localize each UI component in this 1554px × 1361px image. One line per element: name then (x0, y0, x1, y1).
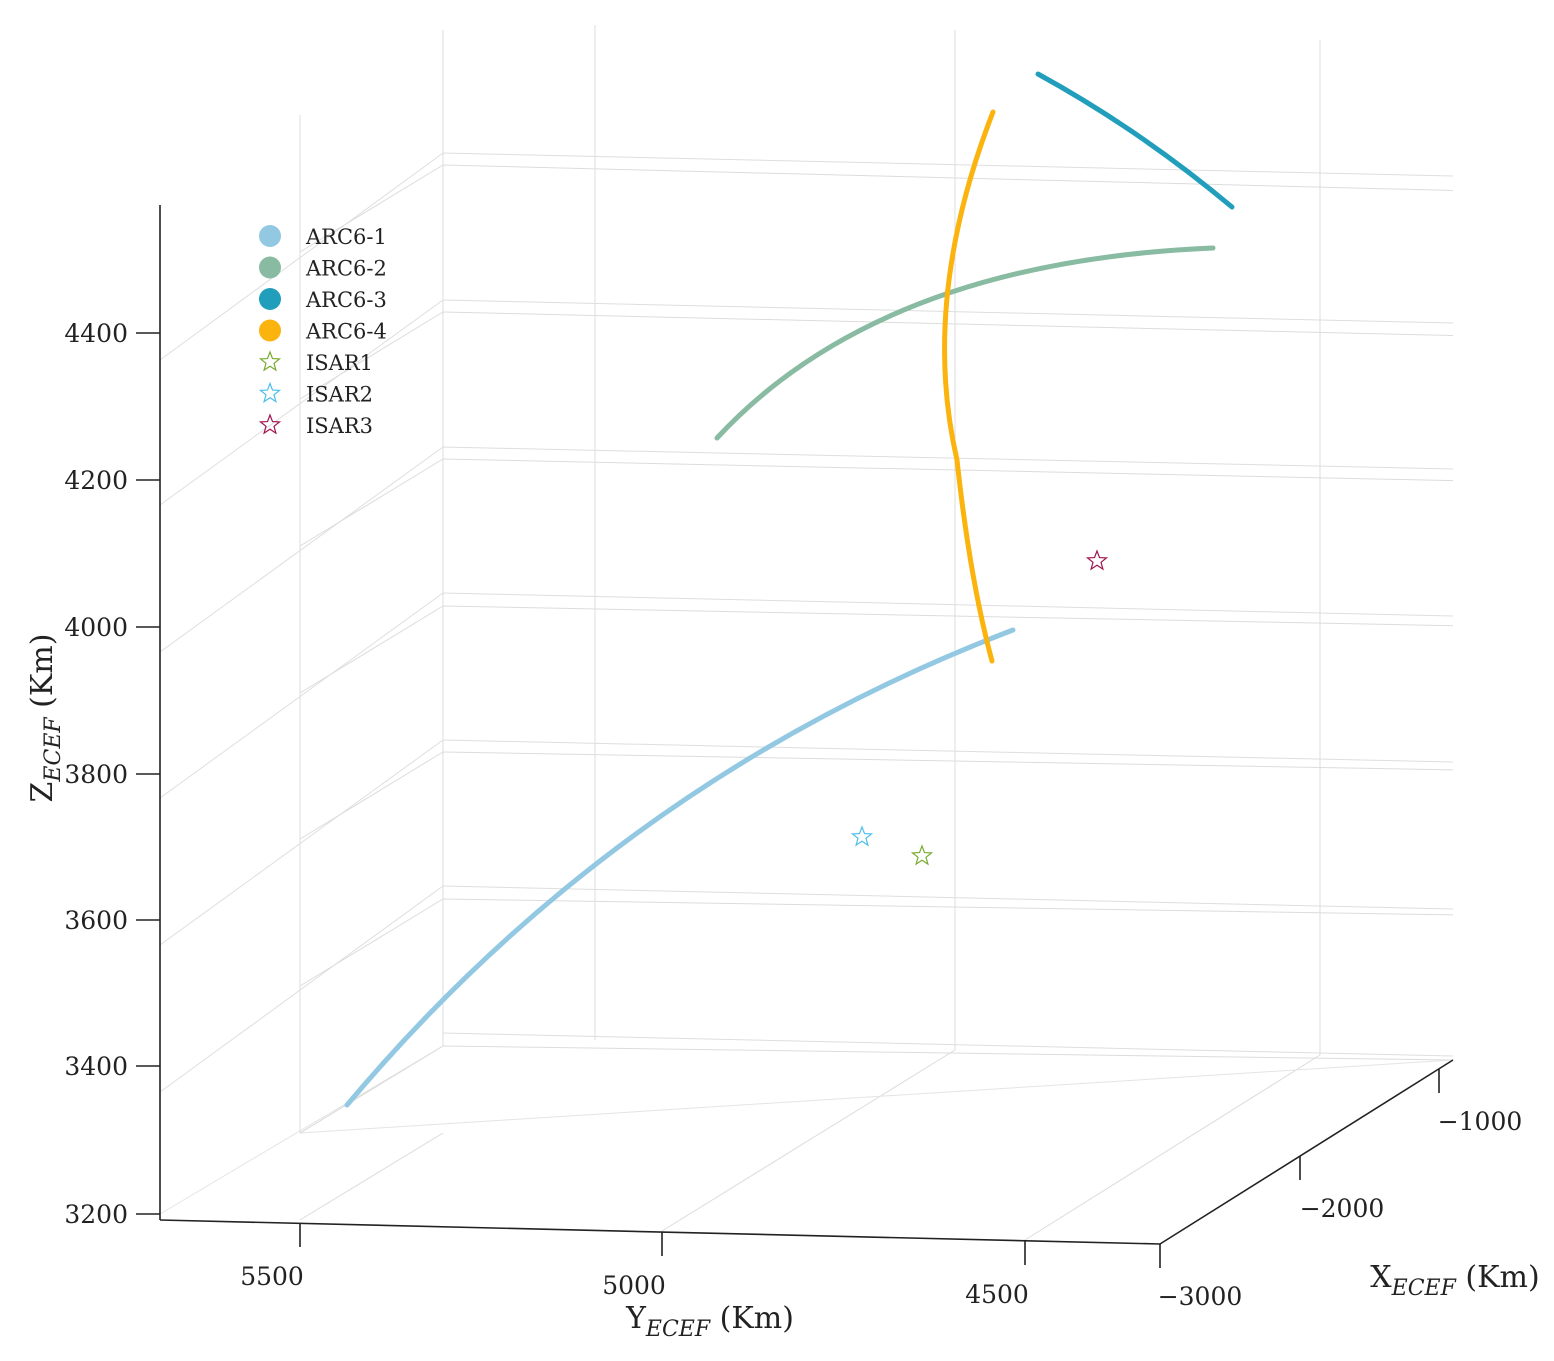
grid-line (442, 592, 1454, 617)
y-tick-label: 4500 (965, 1280, 1029, 1309)
z-tick-label: 4400 (64, 319, 128, 348)
z-tick-label: 4000 (64, 613, 128, 642)
series-line-arc6-1 (344, 627, 1016, 1108)
series-line-arc6-3 (1035, 71, 1235, 210)
legend-star (258, 381, 282, 403)
grid-line (299, 1045, 444, 1134)
grid-line (443, 1045, 1160, 1046)
y-tick-label: 5000 (602, 1271, 666, 1300)
grid-line (1024, 1054, 1321, 1241)
legend-label: ARC6-2 (305, 257, 387, 281)
legend: ARC6-1 ARC6-2 ARC6-3 ARC6-4 ISAR1 ISAR2 ISAR3 (258, 225, 387, 438)
legend-swatch (259, 256, 281, 279)
grid-line (442, 1032, 1454, 1057)
legend-label: ISAR1 (306, 351, 373, 375)
grid-line (299, 458, 444, 547)
x-tick-label: −2000 (1300, 1194, 1385, 1223)
grid-line (159, 885, 444, 1093)
grid-line (442, 885, 1454, 910)
grid-line (159, 152, 444, 361)
z-tick-label: 3200 (64, 1200, 128, 1229)
grid-line (442, 1045, 1454, 1061)
legend-star (258, 413, 282, 435)
series-group (344, 71, 1235, 1108)
x-tick-label: −1000 (1438, 1107, 1523, 1136)
grid-line (442, 152, 1454, 177)
x-axis-line (1159, 1059, 1454, 1245)
z-tick-label: 3400 (64, 1052, 128, 1081)
grid-line (299, 311, 444, 400)
grid-line (299, 751, 444, 840)
marker-isar2 (850, 825, 874, 847)
tick-labels: 3200 3400 3600 3800 4000 4200 4400 5500 5000 4500… (64, 319, 1522, 1311)
series-line-arc6-2 (714, 245, 1216, 441)
grid-line (159, 446, 444, 653)
grid-line (299, 1132, 444, 1221)
marker-isar1 (910, 844, 934, 866)
grid-line (661, 1049, 956, 1232)
grid-lines (159, 25, 1454, 1245)
grid-line (442, 605, 1454, 627)
z-tick-label: 3800 (64, 760, 128, 789)
grid-line (299, 898, 444, 987)
grid-line (159, 1045, 444, 1215)
grid-line (442, 751, 1454, 771)
z-axis-label: ZECEF (Km) (25, 634, 66, 803)
grid-line (442, 446, 1454, 470)
legend-label: ARC6-1 (305, 225, 387, 249)
y-tick-label: 5500 (240, 1262, 304, 1291)
y-axis-line (159, 1219, 1161, 1245)
grid-line (442, 458, 1454, 482)
grid-line (442, 311, 1454, 337)
legend-label: ARC6-3 (305, 288, 387, 312)
x-tick-label: −3000 (1158, 1282, 1243, 1311)
z-tick-label: 3600 (64, 906, 128, 935)
grid-line (159, 299, 444, 506)
grid-line (442, 739, 1454, 763)
legend-star (258, 350, 282, 372)
y-axis-label: YECEF (Km) (625, 1301, 794, 1342)
legend-label: ISAR3 (306, 414, 373, 438)
grid-line (299, 164, 444, 253)
grid-line (159, 592, 444, 799)
x-axis-label: XECEF (Km) (1370, 1260, 1539, 1301)
grid-line (299, 605, 444, 694)
grid-line (442, 164, 1454, 191)
legend-swatch (259, 225, 281, 247)
grid-line (442, 898, 1454, 916)
legend-swatch (259, 288, 281, 310)
grid-line (299, 1059, 1454, 1134)
series-line-arc6-4 (942, 109, 996, 664)
marker-isar3 (1085, 549, 1109, 571)
axes (136, 205, 1454, 1268)
legend-swatch (259, 319, 281, 342)
grid-line (159, 739, 444, 946)
legend-label: ARC6-4 (305, 320, 387, 344)
z-tick-label: 4200 (64, 466, 128, 495)
legend-label: ISAR2 (306, 383, 373, 407)
